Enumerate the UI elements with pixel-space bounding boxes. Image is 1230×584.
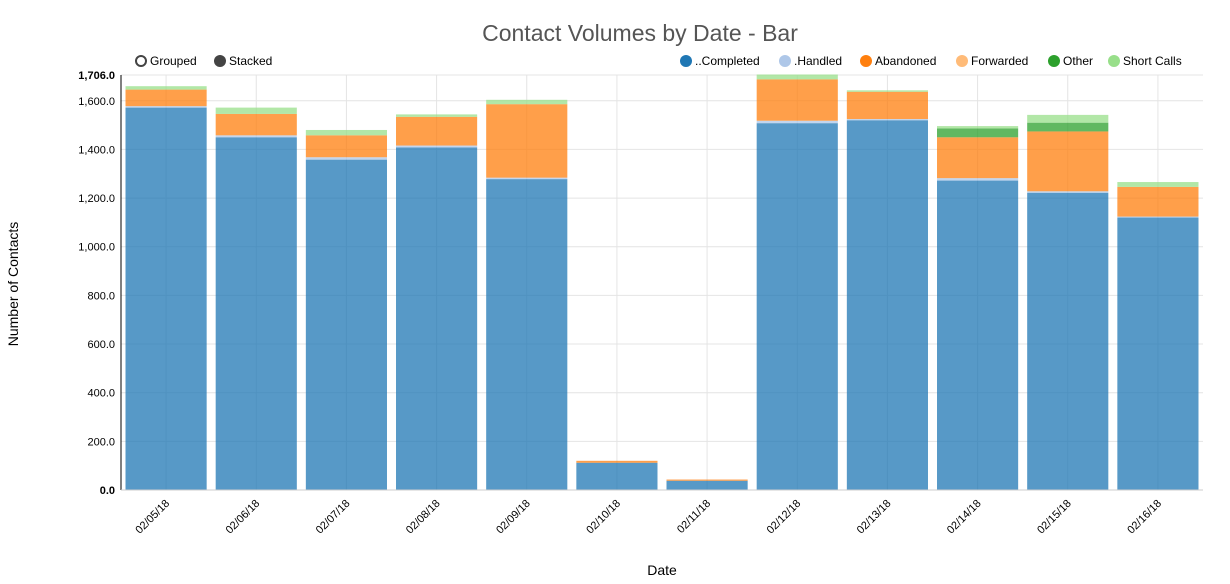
bar-segment[interactable]: Abandoned 02/11/18: 5 bbox=[666, 479, 748, 481]
bar-segment[interactable]: ..Completed 02/11/18: 38 bbox=[666, 480, 748, 490]
bar-segment[interactable]: .Handled 02/13/18: 5 bbox=[846, 119, 928, 121]
bar-segment[interactable]: Short Calls 02/09/18: 18 bbox=[486, 99, 568, 105]
bar-segment[interactable]: .Handled 02/09/18: 6 bbox=[486, 177, 568, 180]
bar-segment[interactable]: Short Calls 02/14/18: 10 bbox=[937, 126, 1019, 129]
bar-segment[interactable]: Short Calls 02/16/18: 20 bbox=[1117, 182, 1199, 187]
bar-segment[interactable]: Short Calls 02/12/18: 20 bbox=[756, 74, 838, 80]
chart-title: Contact Volumes by Date - Bar bbox=[482, 20, 798, 46]
y-tick-label: 1,000.0 bbox=[78, 242, 115, 254]
bar-segment[interactable]: Abandoned 02/07/18: 90 bbox=[305, 135, 387, 158]
x-axis-title: Date bbox=[647, 562, 677, 578]
bar-segment[interactable]: Short Calls 02/13/18: 6 bbox=[846, 90, 928, 92]
bar-segment[interactable]: Abandoned 02/08/18: 118 bbox=[396, 116, 478, 146]
bar-segment[interactable]: Abandoned 02/15/18: 246 bbox=[1027, 131, 1109, 192]
stacked-radio-icon[interactable] bbox=[214, 55, 226, 67]
stacked-toggle[interactable]: Stacked bbox=[214, 54, 272, 68]
bar-segment[interactable]: ..Completed 02/12/18: 1508 bbox=[756, 123, 838, 491]
bar-segment[interactable]: .Handled 02/14/18: 10 bbox=[937, 178, 1019, 181]
bar-segment[interactable]: ..Completed 02/13/18: 1520 bbox=[846, 120, 928, 490]
bar-segment[interactable]: Short Calls 02/07/18: 22 bbox=[305, 129, 387, 136]
y-tick-label: 1,400.0 bbox=[78, 144, 115, 156]
x-tick-label: 02/07/18 bbox=[314, 498, 353, 537]
bar-segment[interactable]: Short Calls 02/06/18: 26 bbox=[215, 107, 297, 114]
y-tick-label: 1,600.0 bbox=[78, 96, 115, 108]
bar-segment[interactable]: ..Completed 02/10/18: 112 bbox=[576, 462, 658, 490]
bar-segment[interactable]: Short Calls 02/05/18: 14 bbox=[125, 86, 207, 90]
legend-swatch-icon[interactable] bbox=[680, 55, 692, 67]
legend: ..Completed .Handled Abandoned Forwarded Oth… bbox=[680, 54, 1182, 68]
bar-segment[interactable]: .Handled 02/16/18: 4 bbox=[1117, 216, 1199, 218]
legend-swatch-icon[interactable] bbox=[1048, 55, 1060, 67]
bar-segment[interactable]: Abandoned 02/12/18: 170 bbox=[756, 79, 838, 121]
x-tick-label: 02/12/18 bbox=[765, 498, 804, 537]
legend-swatch-icon[interactable] bbox=[1108, 55, 1120, 67]
legend-label[interactable]: ..Completed bbox=[695, 54, 760, 68]
y-axis-title: Number of Contacts bbox=[5, 222, 21, 347]
bar-segment[interactable]: Abandoned 02/06/18: 88 bbox=[215, 113, 297, 136]
y-tick-label: 800.0 bbox=[87, 290, 115, 302]
y-tick-label: 1,200.0 bbox=[78, 193, 115, 205]
bar-segment[interactable]: .Handled 02/07/18: 10 bbox=[305, 157, 387, 160]
bar-segment[interactable]: ..Completed 02/15/18: 1222 bbox=[1027, 192, 1109, 491]
legend-item[interactable]: .Handled bbox=[779, 54, 842, 68]
bar-segment[interactable]: Abandoned 02/05/18: 68 bbox=[125, 89, 207, 107]
x-tick-label: 02/06/18 bbox=[224, 498, 263, 537]
legend-label[interactable]: Forwarded bbox=[971, 54, 1028, 68]
bar-segment[interactable]: ..Completed 02/16/18: 1120 bbox=[1117, 217, 1199, 491]
stacked-label[interactable]: Stacked bbox=[229, 54, 272, 68]
x-tick-label: 02/10/18 bbox=[584, 498, 623, 537]
bars: ..Completed 02/05/18: 1572.Handled 02/05… bbox=[125, 74, 1199, 491]
legend-label[interactable]: Other bbox=[1063, 54, 1093, 68]
legend-label[interactable]: .Handled bbox=[794, 54, 842, 68]
legend-swatch-icon[interactable] bbox=[956, 55, 968, 67]
legend-item[interactable]: Abandoned bbox=[860, 54, 936, 68]
legend-label[interactable]: Abandoned bbox=[875, 54, 936, 68]
y-tick-label: 0.0 bbox=[100, 485, 115, 497]
legend-item[interactable]: ..Completed bbox=[680, 54, 760, 68]
legend-item[interactable]: Forwarded bbox=[956, 54, 1028, 68]
bar-segment[interactable]: .Handled 02/06/18: 8 bbox=[215, 135, 297, 138]
bar-segment[interactable]: Other 02/14/18: 36 bbox=[937, 128, 1019, 138]
x-tick-label: 02/16/18 bbox=[1125, 498, 1164, 537]
bar-segment[interactable]: .Handled 02/15/18: 6 bbox=[1027, 191, 1109, 193]
bar-segment[interactable]: Abandoned 02/09/18: 302 bbox=[486, 104, 568, 178]
bar-segment[interactable]: Other 02/15/18: 36 bbox=[1027, 122, 1109, 132]
bar-segment[interactable]: Abandoned 02/16/18: 122 bbox=[1117, 186, 1199, 217]
bar-segment[interactable]: .Handled 02/05/18: 6 bbox=[125, 106, 207, 108]
bar-segment[interactable]: ..Completed 02/08/18: 1408 bbox=[396, 147, 478, 491]
bar-segment[interactable]: Abandoned 02/14/18: 168 bbox=[937, 137, 1019, 179]
x-tick-label: 02/09/18 bbox=[494, 498, 533, 537]
x-tick-label: 02/11/18 bbox=[675, 498, 713, 536]
x-tick-label: 02/13/18 bbox=[855, 498, 894, 537]
x-tick-label: 02/05/18 bbox=[133, 498, 172, 537]
bar-segment[interactable]: Abandoned 02/13/18: 112 bbox=[846, 91, 928, 120]
bar-segment[interactable]: .Handled 02/12/18: 10 bbox=[756, 120, 838, 124]
y-tick-label: 1,706.0 bbox=[78, 70, 115, 82]
legend-swatch-icon[interactable] bbox=[779, 55, 791, 67]
x-tick-label: 02/08/18 bbox=[404, 498, 443, 537]
bar-segment[interactable]: ..Completed 02/05/18: 1572 bbox=[125, 107, 207, 490]
bar-segment[interactable]: Short Calls 02/15/18: 32 bbox=[1027, 114, 1109, 123]
grouped-label[interactable]: Grouped bbox=[150, 54, 197, 68]
bar-segment[interactable]: Abandoned 02/10/18: 8 bbox=[576, 460, 658, 463]
grouped-toggle[interactable]: Grouped bbox=[135, 54, 197, 68]
bar-segment[interactable]: Short Calls 02/08/18: 10 bbox=[396, 114, 478, 117]
bar-segment[interactable]: ..Completed 02/09/18: 1278 bbox=[486, 179, 568, 491]
legend-label[interactable]: Short Calls bbox=[1123, 54, 1182, 68]
legend-item[interactable]: Other bbox=[1048, 54, 1093, 68]
bar-segment[interactable]: ..Completed 02/14/18: 1272 bbox=[937, 180, 1019, 490]
bar-segment[interactable]: ..Completed 02/06/18: 1450 bbox=[215, 137, 297, 490]
legend-swatch-icon[interactable] bbox=[860, 55, 872, 67]
bar-segment[interactable]: ..Completed 02/07/18: 1358 bbox=[305, 159, 387, 490]
y-tick-label: 600.0 bbox=[87, 339, 115, 351]
x-tick-label: 02/15/18 bbox=[1035, 498, 1074, 537]
bar-segment[interactable]: .Handled 02/08/18: 8 bbox=[396, 145, 478, 148]
y-tick-label: 200.0 bbox=[87, 436, 115, 448]
grouped-radio-icon[interactable] bbox=[135, 55, 147, 67]
y-tick-label: 400.0 bbox=[87, 388, 115, 400]
x-tick-label: 02/14/18 bbox=[945, 498, 984, 537]
legend-item[interactable]: Short Calls bbox=[1108, 54, 1182, 68]
